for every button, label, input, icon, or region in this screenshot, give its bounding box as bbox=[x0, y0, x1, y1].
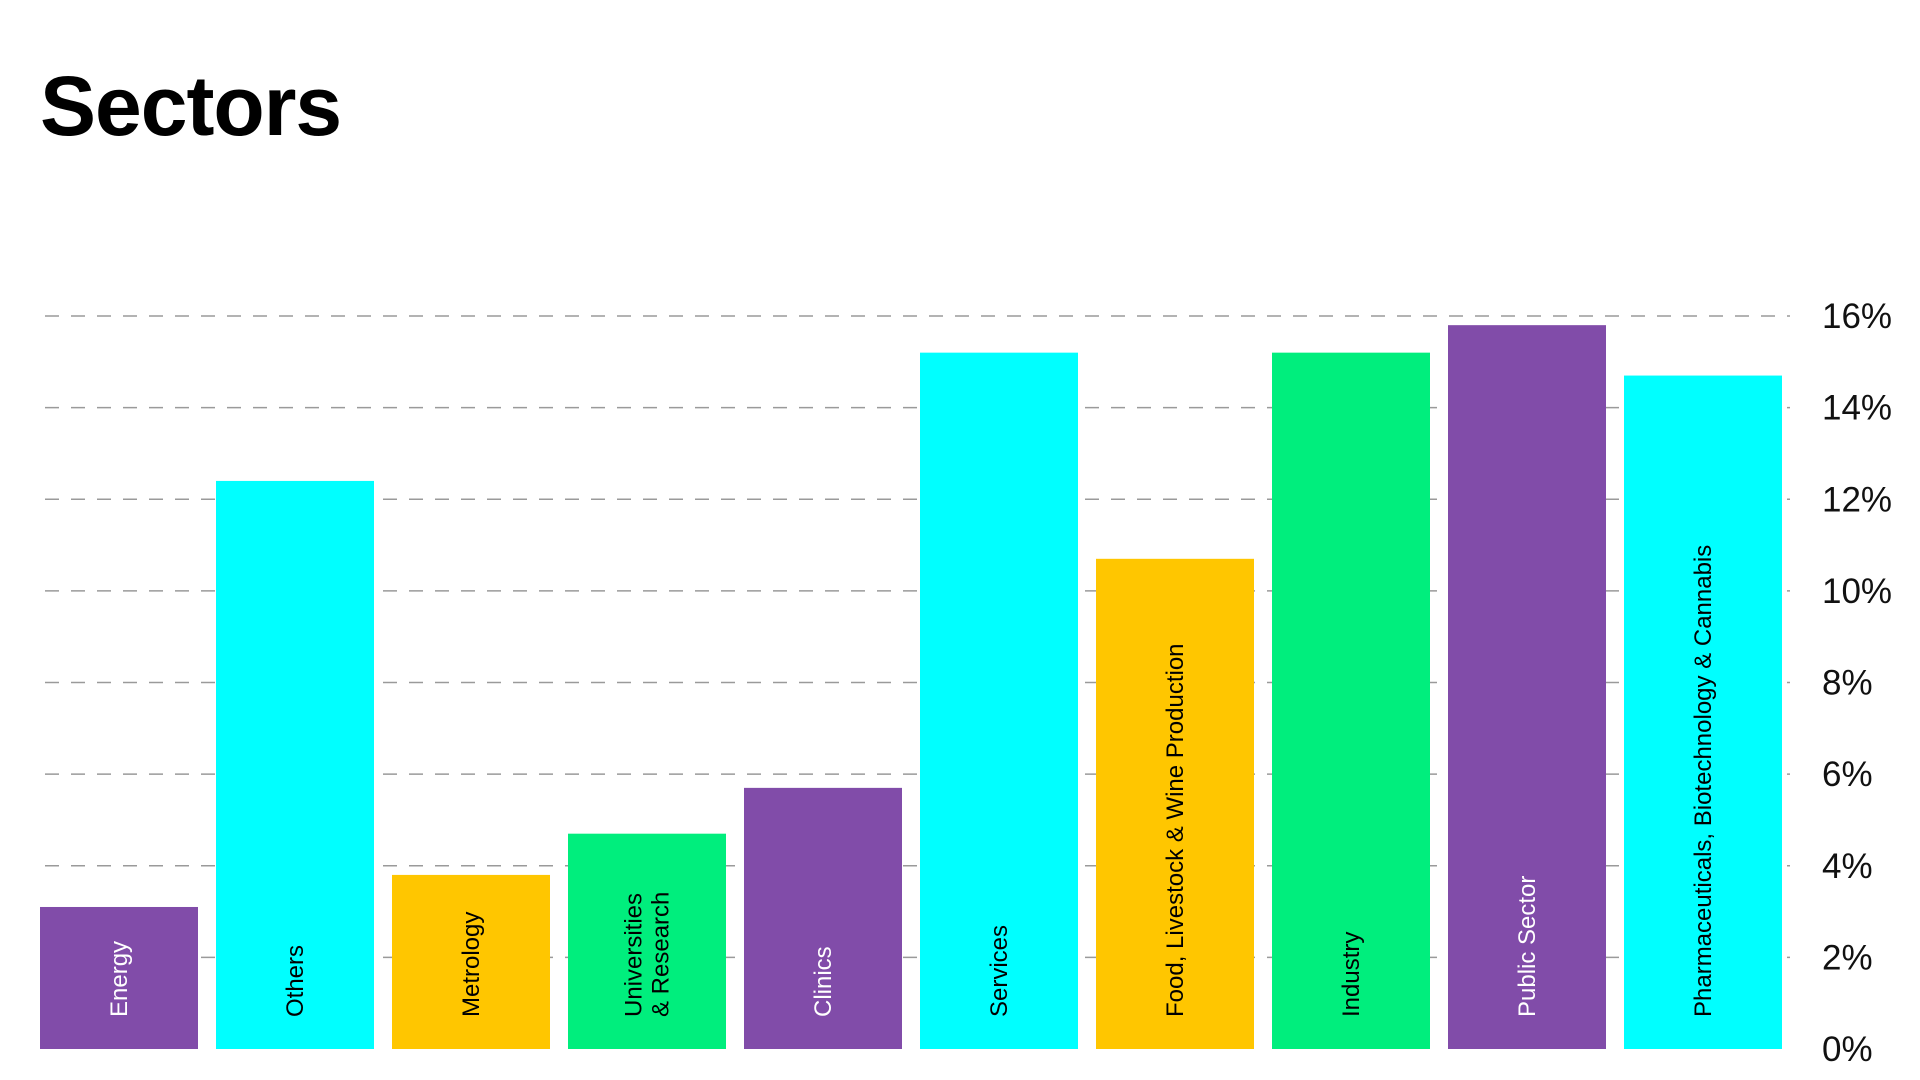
bar-labels: Energy Others Metrology Universities& Resea… bbox=[106, 545, 1717, 1017]
y-tick-label: 12% bbox=[1822, 480, 1892, 519]
bar bbox=[1624, 375, 1782, 1049]
bar-label: Energy bbox=[106, 941, 133, 1017]
bar bbox=[216, 480, 374, 1049]
bar bbox=[744, 787, 902, 1049]
y-tick-label: 16% bbox=[1822, 297, 1892, 336]
bar-label: Pharmaceuticals, Biotechnology & Cannabi… bbox=[1690, 545, 1717, 1017]
bar bbox=[1448, 325, 1606, 1050]
y-tick-label: 0% bbox=[1822, 1030, 1873, 1069]
bar bbox=[392, 874, 550, 1049]
bar bbox=[40, 906, 198, 1049]
bar bbox=[568, 833, 726, 1049]
bar bbox=[920, 352, 1078, 1049]
y-tick-label: 8% bbox=[1822, 664, 1873, 703]
y-tick-label: 10% bbox=[1822, 572, 1892, 611]
y-axis-tick-labels: 0% 2% 4% 6% 8% 10% 12% 14% 16% bbox=[1822, 297, 1892, 1069]
bar bbox=[1096, 558, 1254, 1049]
bar-label: Food, Livestock & Wine Production bbox=[1162, 643, 1189, 1017]
bar bbox=[1272, 352, 1430, 1049]
bar-label: Others bbox=[282, 945, 309, 1017]
y-tick-label: 2% bbox=[1822, 938, 1873, 977]
bar-label: Public Sector bbox=[1514, 876, 1541, 1017]
y-tick-label: 4% bbox=[1822, 847, 1873, 886]
y-tick-label: 14% bbox=[1822, 389, 1892, 428]
bar-label: Metrology bbox=[458, 912, 485, 1017]
page-title: Sectors bbox=[40, 59, 342, 153]
bar-label: Clinics bbox=[810, 946, 837, 1017]
bar-label: Universities& Research bbox=[621, 892, 675, 1017]
bars bbox=[40, 325, 1782, 1050]
y-tick-label: 6% bbox=[1822, 755, 1873, 794]
bar-label: Industry bbox=[1338, 932, 1365, 1017]
bar-label: Services bbox=[986, 925, 1013, 1017]
